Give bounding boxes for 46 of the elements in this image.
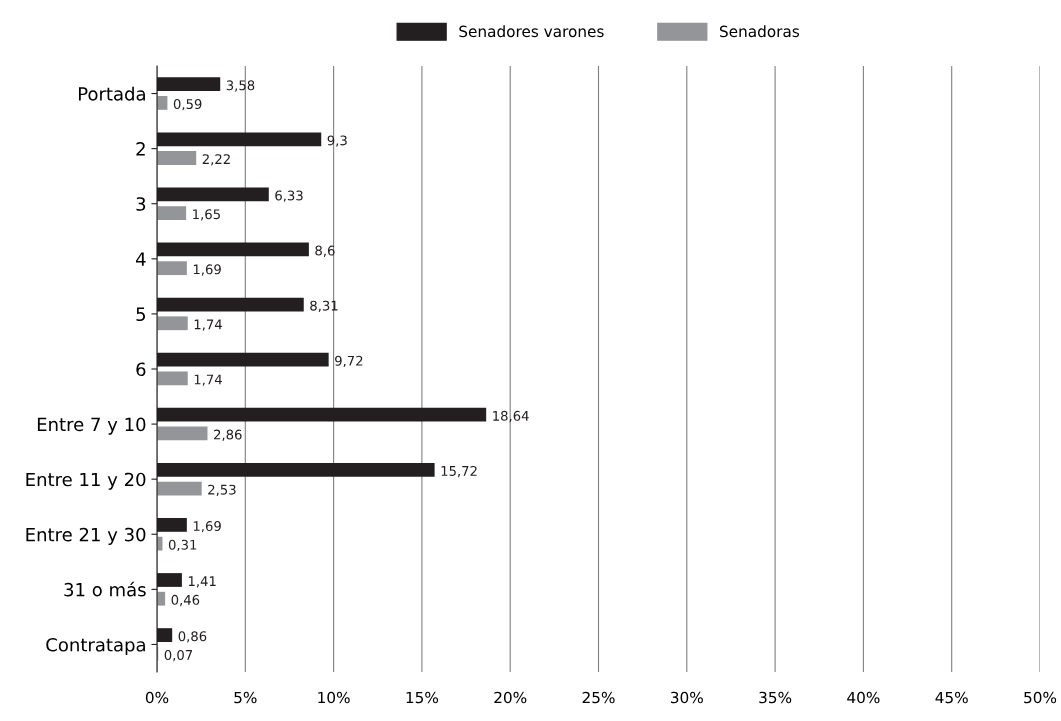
data-label: 1,65 (193, 209, 220, 221)
legend-label: Senadoras (720, 25, 800, 38)
x-tick-label: 5% (234, 691, 257, 704)
data-label: 9,3 (327, 135, 347, 147)
x-tick-label: 40% (847, 691, 880, 704)
data-label: 1,41 (188, 576, 216, 588)
x-tick-label: 50% (1024, 691, 1057, 704)
x-tick-label: 20% (494, 691, 527, 704)
y-tick-label: Entre 21 y 30 (26, 527, 146, 545)
data-label: 8,31 (310, 300, 338, 312)
y-tick-label: 4 (135, 252, 146, 266)
x-tick-label: 30% (670, 691, 703, 704)
data-label: 1,69 (193, 521, 221, 533)
data-label: 0,31 (168, 539, 197, 552)
y-tick-label: 5 (136, 307, 146, 322)
y-tick-label: 6 (136, 362, 146, 377)
x-tick-label: 10% (318, 691, 350, 704)
x-tick-label: 0% (145, 691, 169, 704)
data-label: 1,69 (193, 264, 221, 276)
x-tick-label: 15% (406, 691, 439, 704)
data-label: 1,74 (194, 319, 222, 331)
x-tick-label: 35% (759, 691, 792, 704)
data-label: 0,46 (171, 594, 200, 607)
data-label: 6,33 (275, 190, 303, 202)
x-tick-label: 45% (935, 691, 968, 704)
data-label: 18,64 (493, 410, 529, 423)
y-tick-label: Entre 7 y 10 (37, 417, 146, 435)
data-label: 0,59 (173, 99, 202, 111)
data-label: 9,72 (335, 355, 363, 368)
data-label: 8,6 (315, 245, 335, 257)
data-label: 1,74 (194, 374, 222, 386)
y-tick-label: Portada (78, 86, 145, 101)
data-label: 15,72 (441, 465, 477, 478)
y-tick-label: Contratapa (46, 637, 145, 656)
x-tick-label: 25% (582, 691, 615, 704)
data-label: 2,53 (208, 484, 236, 496)
y-tick-label: 31 o más (64, 581, 146, 597)
data-label: 0,07 (164, 649, 193, 662)
data-label: 3,58 (226, 80, 255, 92)
y-tick-label: Entre 11 y 20 (26, 472, 146, 490)
legend-label: Senadores varones (459, 25, 604, 38)
data-label: 2,86 (214, 429, 242, 441)
data-label: 0,86 (178, 631, 207, 643)
data-label: 2,22 (202, 154, 230, 166)
y-tick-label: 2 (136, 142, 145, 156)
y-tick-label: 3 (136, 197, 146, 211)
